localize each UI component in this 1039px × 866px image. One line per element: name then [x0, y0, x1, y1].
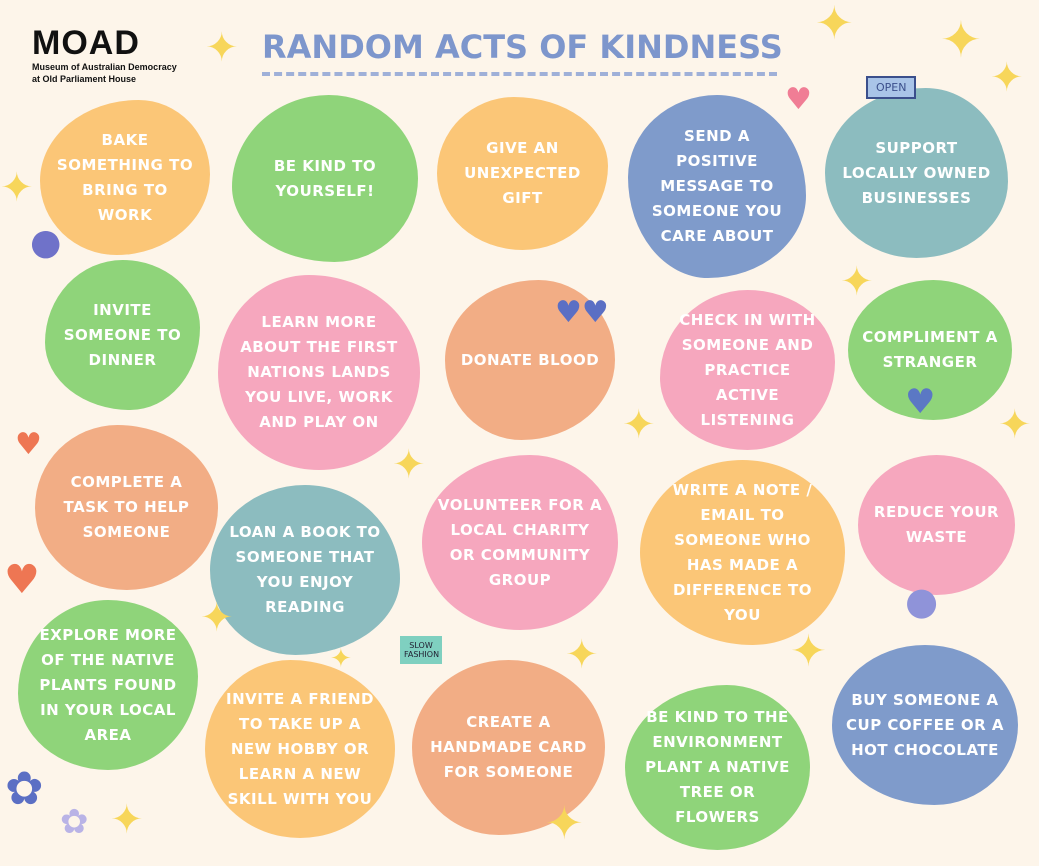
heart-speech-bubble-icon: ♥: [905, 382, 936, 422]
act-bubble: Invite a friend to take up a new hobby o…: [205, 660, 395, 838]
sparkle-icon: ✦: [110, 797, 144, 843]
act-bubble: Create a handmade card for someone: [412, 660, 605, 835]
act-text: Send a positive message to someone you c…: [651, 127, 783, 245]
flower-icon: ✿: [60, 802, 89, 842]
act-text: Complete a task to help someone: [63, 473, 190, 541]
sparkle-icon: ✦: [622, 402, 656, 448]
act-text: Support locally owned businesses: [842, 138, 991, 207]
sparkle-icon: ✦: [205, 25, 239, 71]
logo-mark: MOAD: [32, 24, 140, 62]
turtle-icon: ●: [905, 579, 939, 623]
sparkle-icon: ✦: [840, 259, 874, 305]
heart-tree-icon: ♥♥: [555, 295, 609, 330]
act-text: Be kind to the environment plant a nativ…: [645, 708, 790, 826]
act-bubble: Buy someone a cup coffee or a hot chocol…: [832, 645, 1018, 805]
act-bubble: Be kind to yourself!: [232, 95, 418, 262]
slow-fashion-tshirt: SLOW FASHION: [400, 636, 442, 664]
logo-subtitle-1: Museum of Australian Democracy: [32, 62, 177, 72]
moad-logo: MOAD Museum of Australian Democracy at O…: [32, 26, 177, 84]
act-bubble: Explore more of the native plants found …: [18, 600, 198, 770]
sparkle-icon: ✦: [545, 796, 584, 850]
act-text: Create a handmade card for someone: [430, 713, 587, 781]
hearts-icon: ♥: [4, 557, 40, 603]
sparkle-icon: ✦: [990, 55, 1024, 101]
title-underline: [262, 72, 777, 76]
act-text: Reduce your waste: [873, 503, 1000, 546]
sparkle-icon: ✦: [815, 0, 854, 50]
act-bubble: Bake something to bring to work: [40, 100, 210, 255]
act-text: Explore more of the native plants found …: [39, 625, 177, 744]
act-text: Buy someone a cup coffee or a hot chocol…: [846, 690, 1005, 759]
act-bubble: Learn more about the First Nations lands…: [218, 275, 420, 470]
page-title: RANDOM ACTS OF KINDNESS: [262, 28, 783, 66]
act-bubble: Be kind to the environment plant a nativ…: [625, 685, 810, 850]
sparkle-icon: ✦: [565, 632, 599, 678]
act-text: Volunteer for a local charity or communi…: [437, 495, 603, 589]
sparkle-icon: ✦: [330, 644, 352, 674]
act-text: Check in with someone and practice activ…: [679, 310, 816, 429]
act-bubble: Write a note / email to someone who has …: [640, 460, 845, 645]
act-text: Donate blood: [460, 350, 600, 369]
sparkle-icon: ✦: [0, 165, 34, 211]
act-bubble: Volunteer for a local charity or communi…: [422, 455, 618, 630]
act-text: Give an unexpected gift: [464, 139, 581, 207]
act-bubble: Check in with someone and practice activ…: [660, 290, 835, 450]
act-text: Write a note / email to someone who has …: [672, 480, 813, 624]
act-bubble: Donate blood: [445, 280, 615, 440]
sparkle-icon: ✦: [940, 11, 982, 69]
flower-icon: ✿: [5, 761, 44, 815]
act-bubble: Give an unexpected gift: [437, 97, 608, 250]
act-text: Be kind to yourself!: [273, 156, 377, 200]
act-text: Compliment a stranger: [862, 328, 998, 371]
sparkle-icon: ✦: [790, 626, 827, 677]
logo-subtitle-2: at Old Parliament House: [32, 74, 137, 84]
muffin-icon: ●: [30, 222, 62, 263]
act-text: Learn more about the First Nations lands…: [240, 313, 398, 431]
sparkle-icon: ✦: [392, 442, 426, 488]
open-sign: OPEN: [866, 76, 917, 99]
act-bubble: Reduce your waste: [858, 455, 1015, 595]
sparkle-icon: ✦: [998, 402, 1032, 448]
act-bubble: Support locally owned businesses: [825, 88, 1008, 258]
act-text: Loan a book to someone that you enjoy re…: [229, 523, 381, 616]
act-text: Invite someone to dinner: [63, 300, 182, 369]
message-icons: ♥: [785, 82, 812, 117]
act-bubble: Invite someone to dinner: [45, 260, 200, 410]
sparkle-icon: ✦: [200, 595, 234, 641]
act-bubble: Complete a task to help someone: [35, 425, 218, 590]
act-bubble: Compliment a stranger: [848, 280, 1012, 420]
act-bubble: Send a positive message to someone you c…: [628, 95, 806, 278]
hearts-icon: ♥: [15, 427, 42, 462]
act-bubble: Loan a book to someone that you enjoy re…: [210, 485, 400, 655]
act-text: Invite a friend to take up a new hobby o…: [226, 689, 374, 808]
act-text: Bake something to bring to work: [56, 130, 194, 224]
